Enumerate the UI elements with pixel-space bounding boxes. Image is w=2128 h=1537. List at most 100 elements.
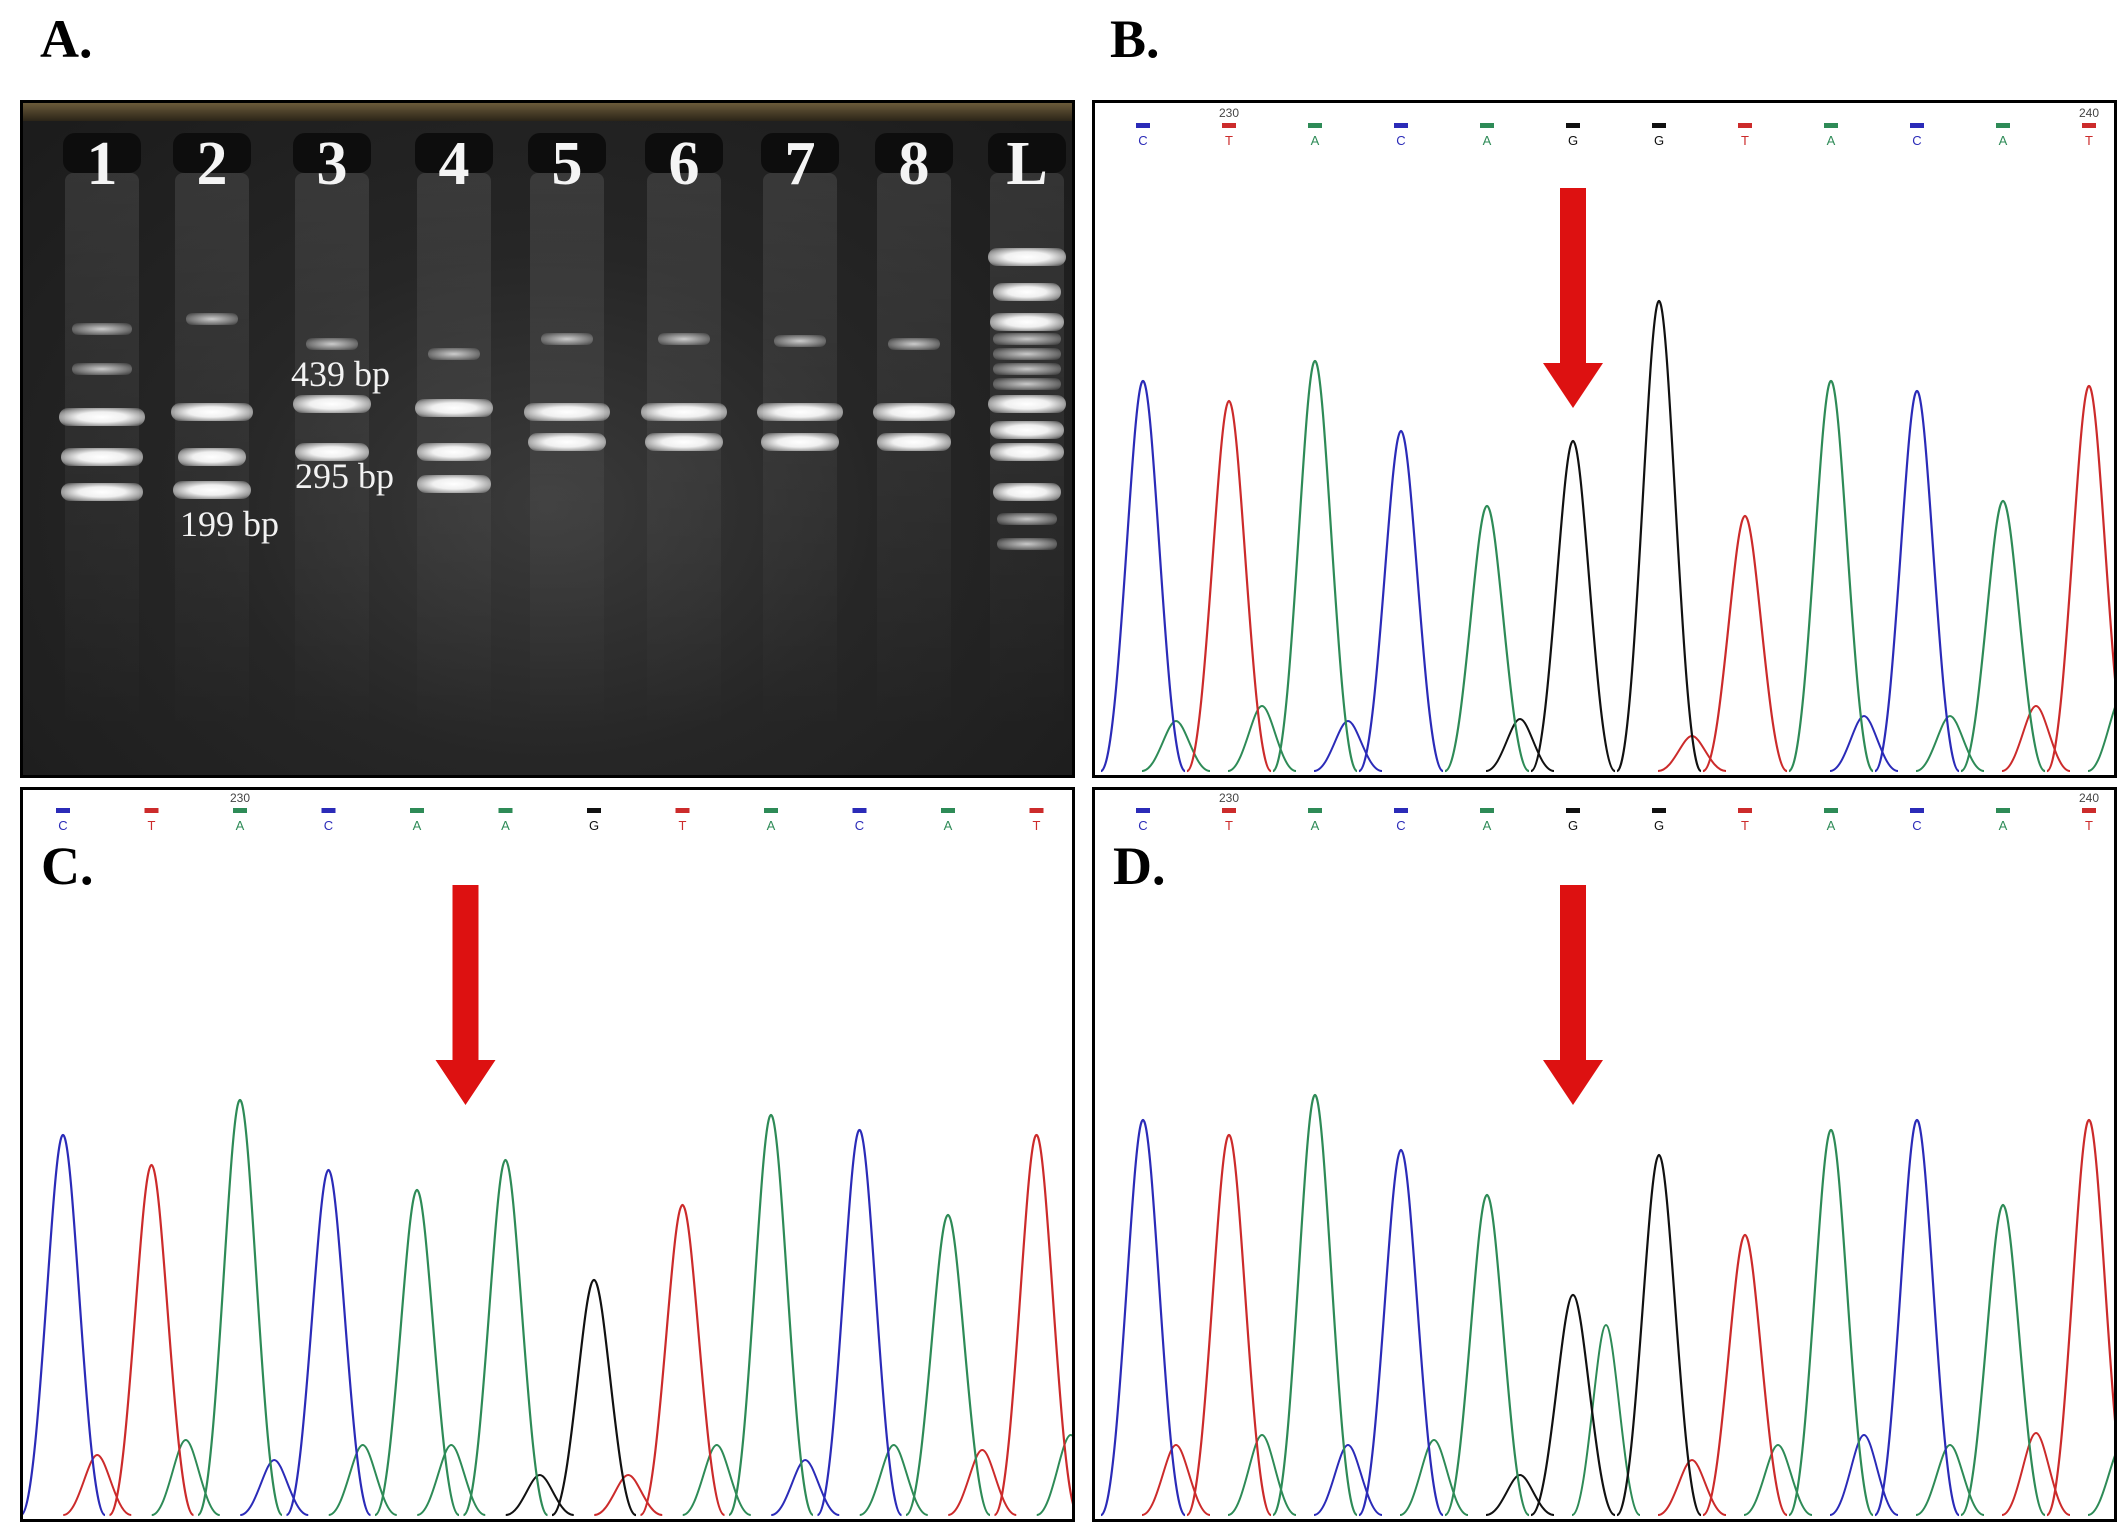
secondary-peak	[328, 1443, 398, 1516]
dna-band	[417, 475, 491, 493]
position-number: 240	[2079, 106, 2099, 120]
mutation-arrow	[1543, 188, 1603, 408]
base-call-label: A	[1483, 133, 1492, 148]
secondary-peak	[1571, 1323, 1641, 1516]
base-call-label: C	[1396, 133, 1405, 148]
base-call-label: T	[148, 818, 156, 833]
dna-band	[293, 395, 371, 413]
base-call-label: C	[324, 818, 333, 833]
base-call-marker	[1652, 808, 1666, 813]
base-call-marker	[941, 808, 955, 813]
gel-lane-5	[530, 173, 604, 733]
base-call-marker	[1738, 123, 1752, 128]
trace-peak-t	[1185, 399, 1273, 773]
trace-peak-c	[23, 1133, 107, 1517]
gel-well	[293, 133, 371, 173]
base-call-marker	[2082, 123, 2096, 128]
base-call-label: G	[1568, 818, 1578, 833]
base-call-label: A	[1311, 133, 1320, 148]
chromatogram-panel-c: C T A C A A G T A C A T 230 C.	[20, 787, 1075, 1522]
base-call-marker	[1394, 808, 1408, 813]
base-call-label: C	[855, 818, 864, 833]
base-call-label: C	[1138, 818, 1147, 833]
trace-peak-t	[108, 1163, 195, 1517]
secondary-peak	[1485, 717, 1555, 772]
base-call-label: G	[1654, 818, 1664, 833]
dna-band	[524, 403, 610, 421]
dna-band	[306, 338, 358, 350]
base-call-marker	[1308, 123, 1322, 128]
base-call-marker	[1222, 808, 1236, 813]
lane-number-7: 7	[784, 130, 816, 198]
dna-band	[428, 348, 480, 360]
base-call-label: T	[2085, 818, 2093, 833]
base-call-marker	[675, 808, 690, 813]
base-call-label: A	[236, 818, 245, 833]
gel-well	[875, 133, 953, 173]
dna-band	[996, 538, 1058, 550]
panel-label-c: C.	[41, 836, 94, 896]
dna-band	[992, 483, 1062, 501]
band-label-439bp: 439 bp	[291, 354, 390, 394]
chromatogram-b: C T A C A G G T A C A T 230 240	[1099, 106, 2114, 773]
dna-band	[990, 421, 1064, 439]
base-call-marker	[1824, 808, 1838, 813]
secondary-peak	[2001, 1431, 2071, 1516]
trace-peak-g	[1529, 439, 1617, 773]
secondary-peak	[1036, 1433, 1072, 1516]
base-call-label: C	[1396, 818, 1405, 833]
base-call-label: A	[1999, 818, 2008, 833]
base-call-label: A	[1311, 818, 1320, 833]
dna-band	[415, 399, 493, 417]
dna-band	[658, 333, 710, 345]
position-number: 240	[2079, 791, 2099, 805]
trace-peak-c	[816, 1128, 903, 1517]
base-call-marker	[1480, 808, 1494, 813]
base-call-label: A	[1483, 818, 1492, 833]
secondary-peak	[1829, 1433, 1899, 1516]
dna-band	[645, 433, 723, 451]
secondary-peak	[947, 1448, 1017, 1516]
trace-peak-a	[1959, 1203, 2047, 1517]
trace-peak-g	[1530, 1293, 1616, 1517]
lane-number-5: 5	[551, 130, 583, 198]
panel-label-b: B.	[1110, 9, 1160, 69]
base-call-marker	[56, 808, 70, 813]
secondary-peak	[2087, 1455, 2114, 1516]
base-call-label: A	[767, 818, 776, 833]
base-call-label: C	[1138, 133, 1147, 148]
secondary-peak	[1915, 714, 1985, 772]
base-call-marker	[1394, 123, 1408, 128]
base-call-marker	[1222, 123, 1236, 128]
base-call-marker	[1136, 808, 1150, 813]
secondary-peak	[1141, 1443, 1211, 1516]
dna-band	[992, 333, 1062, 345]
trace-peak-a	[1959, 499, 2047, 773]
trace-peak-a	[196, 1098, 284, 1517]
secondary-peak	[1399, 1438, 1469, 1516]
trace-peak-t	[1701, 1233, 1789, 1517]
trace-peak-t	[639, 1203, 726, 1517]
panel-label-a: A.	[40, 9, 93, 69]
secondary-peak	[1313, 719, 1383, 772]
trace-peak-a	[1443, 1193, 1531, 1517]
trace-peak-a	[1271, 1093, 1359, 1517]
dna-band	[992, 283, 1062, 301]
position-number: 230	[1219, 791, 1239, 805]
trace-peak-a	[1443, 504, 1531, 773]
trace-peak-g	[1615, 1153, 1703, 1517]
base-call-marker	[233, 808, 247, 813]
base-call-label: A	[501, 818, 510, 833]
base-call-marker	[1308, 808, 1322, 813]
dna-band	[541, 333, 593, 345]
panel-label-d: D.	[1113, 836, 1166, 896]
base-call-label: C	[58, 818, 67, 833]
secondary-peak	[151, 1438, 221, 1516]
dna-band	[990, 443, 1064, 461]
trace-peak-c	[1099, 1118, 1187, 1517]
dna-band	[774, 335, 826, 347]
trace-peak-t	[1701, 514, 1789, 773]
trace-peak-t	[1185, 1133, 1273, 1517]
base-call-label: T	[1033, 818, 1041, 833]
trace-peak-a	[904, 1213, 992, 1517]
